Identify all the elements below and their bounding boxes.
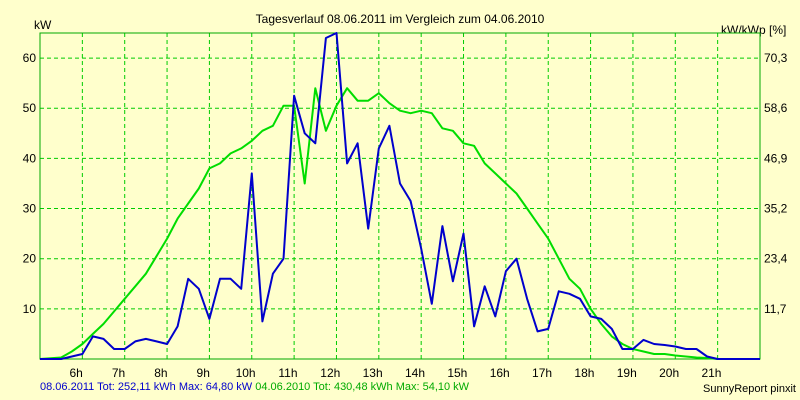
y-right-tick-label: 70,3 <box>764 51 788 65</box>
x-tick-label: 16h <box>490 366 510 380</box>
x-tick-label: 20h <box>659 366 679 380</box>
x-tick-label: 6h <box>69 366 82 380</box>
y-left-tick-label: 10 <box>23 302 37 316</box>
y-right-tick-label: 35,2 <box>764 202 788 216</box>
y-right-tick-label: 11,7 <box>764 302 787 316</box>
credit-text: SunnyReport pinxit <box>703 383 796 395</box>
plot-area <box>40 33 760 359</box>
series-line-2011 <box>40 32 760 360</box>
x-tick-label: 15h <box>447 366 467 380</box>
legend-2010: 04.06.2010 Tot: 430,48 kWh Max: 54,10 kW <box>255 381 470 393</box>
y-right-tick-label: 23,4 <box>764 252 788 266</box>
grid-lines <box>39 32 761 360</box>
x-tick-label: 11h <box>278 366 297 380</box>
chart-footer: 08.06.2011 Tot: 252,11 kWh Max: 64,80 kW… <box>40 381 469 393</box>
x-tick-label: 8h <box>154 366 167 380</box>
x-tick-label: 7h <box>112 366 125 380</box>
x-tick-label: 12h <box>320 366 340 380</box>
x-tick-label: 18h <box>574 366 594 380</box>
y-axis-left-label: kW <box>34 18 52 32</box>
x-tick-label: 19h <box>617 366 637 380</box>
plot-frame <box>39 32 761 360</box>
x-tick-label: 21h <box>701 366 721 380</box>
x-tick-label: 10h <box>236 366 256 380</box>
x-tick-label: 13h <box>363 366 383 380</box>
y-left-tick-label: 50 <box>23 101 37 115</box>
y-left-tick-label: 60 <box>23 51 37 65</box>
y-left-tick-label: 20 <box>23 252 37 266</box>
y-left-tick-label: 30 <box>23 202 37 216</box>
y-axis-left-ticks: 10 20 30 40 50 60 <box>23 51 37 316</box>
y-left-tick-label: 40 <box>23 151 37 165</box>
y-axis-right-ticks: 11,7 23,4 35,2 46,9 58,6 70,3 <box>764 51 788 316</box>
daily-profile-chart: Tagesverlauf 08.06.2011 im Vergleich zum… <box>23 12 788 380</box>
x-tick-label: 14h <box>405 366 425 380</box>
chart-title: Tagesverlauf 08.06.2011 im Vergleich zum… <box>256 12 545 26</box>
x-tick-label: 9h <box>197 366 210 380</box>
x-tick-label: 17h <box>532 366 552 380</box>
legend-2011: 08.06.2011 Tot: 252,11 kWh Max: 64,80 kW <box>40 381 253 393</box>
x-axis-ticks: 6h 7h 8h 9h 10h 11h 12h 13h 14h 15h 16h 17h 18h 19h 20… <box>69 366 721 380</box>
series-layer <box>39 32 760 360</box>
y-right-tick-label: 46,9 <box>764 151 788 165</box>
y-right-tick-label: 58,6 <box>764 101 788 115</box>
